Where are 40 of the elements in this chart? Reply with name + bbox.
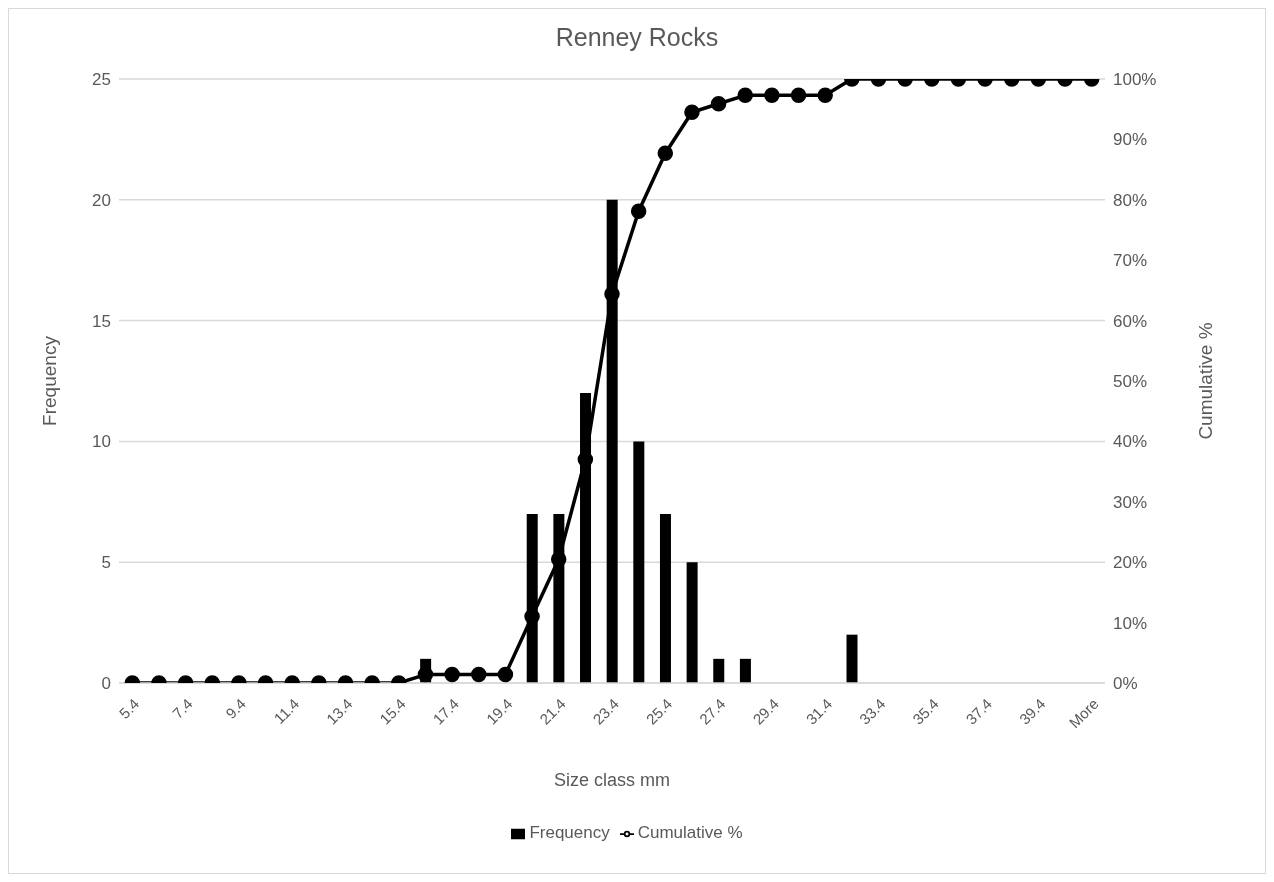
- x-axis-title: Size class mm: [553, 769, 671, 790]
- y-tick-label: 10: [92, 432, 111, 452]
- legend-label: Cumulative %: [637, 823, 743, 842]
- y-tick-label: 20: [92, 190, 111, 210]
- x-tick-label: 31.4: [802, 695, 836, 728]
- y2-tick-label: 90%: [1113, 130, 1148, 150]
- y-tick-label: 15: [92, 311, 111, 331]
- y-tick-label: 5: [101, 553, 111, 573]
- y2-tick-label: 20%: [1113, 553, 1148, 573]
- y2-tick-label: 40%: [1113, 432, 1148, 452]
- bar: [633, 441, 645, 683]
- y2-tick-label: 80%: [1113, 190, 1148, 210]
- y-axis-title: Frequency: [38, 335, 60, 426]
- y2-tick-label: 60%: [1113, 311, 1148, 331]
- y2-tick-label: 100%: [1113, 70, 1157, 90]
- chart-title: Renney Rocks: [554, 23, 720, 52]
- point: [604, 286, 620, 302]
- y2-tick-label: 50%: [1113, 372, 1148, 392]
- y2-tick-label: 10%: [1113, 613, 1148, 633]
- x-tick-label: 39.4: [1015, 695, 1049, 728]
- legend-label: Frequency: [529, 823, 610, 842]
- bar: [739, 658, 751, 683]
- x-tick-label: 9.4: [222, 695, 249, 722]
- x-tick-label: 5.4: [115, 695, 143, 722]
- bar: [686, 562, 698, 683]
- bar: [846, 634, 858, 683]
- y2-tick-label: 70%: [1113, 251, 1148, 271]
- point: [630, 203, 647, 220]
- x-tick-label: 37.4: [962, 695, 996, 728]
- x-tick-label: 7.4: [168, 695, 196, 722]
- x-tick-label: 35.4: [909, 695, 942, 728]
- x-tick-label: 33.4: [855, 695, 889, 728]
- y-tick-label: 0: [101, 674, 111, 694]
- y2-tick-label: 0%: [1113, 674, 1138, 694]
- bar: [713, 658, 725, 683]
- y2-tick-label: 30%: [1113, 492, 1148, 512]
- bar: [659, 513, 671, 683]
- x-tick-label: 11.4: [270, 695, 303, 727]
- y-tick-label: 25: [92, 70, 111, 90]
- y2-axis-title: Cumulative %: [1194, 322, 1216, 440]
